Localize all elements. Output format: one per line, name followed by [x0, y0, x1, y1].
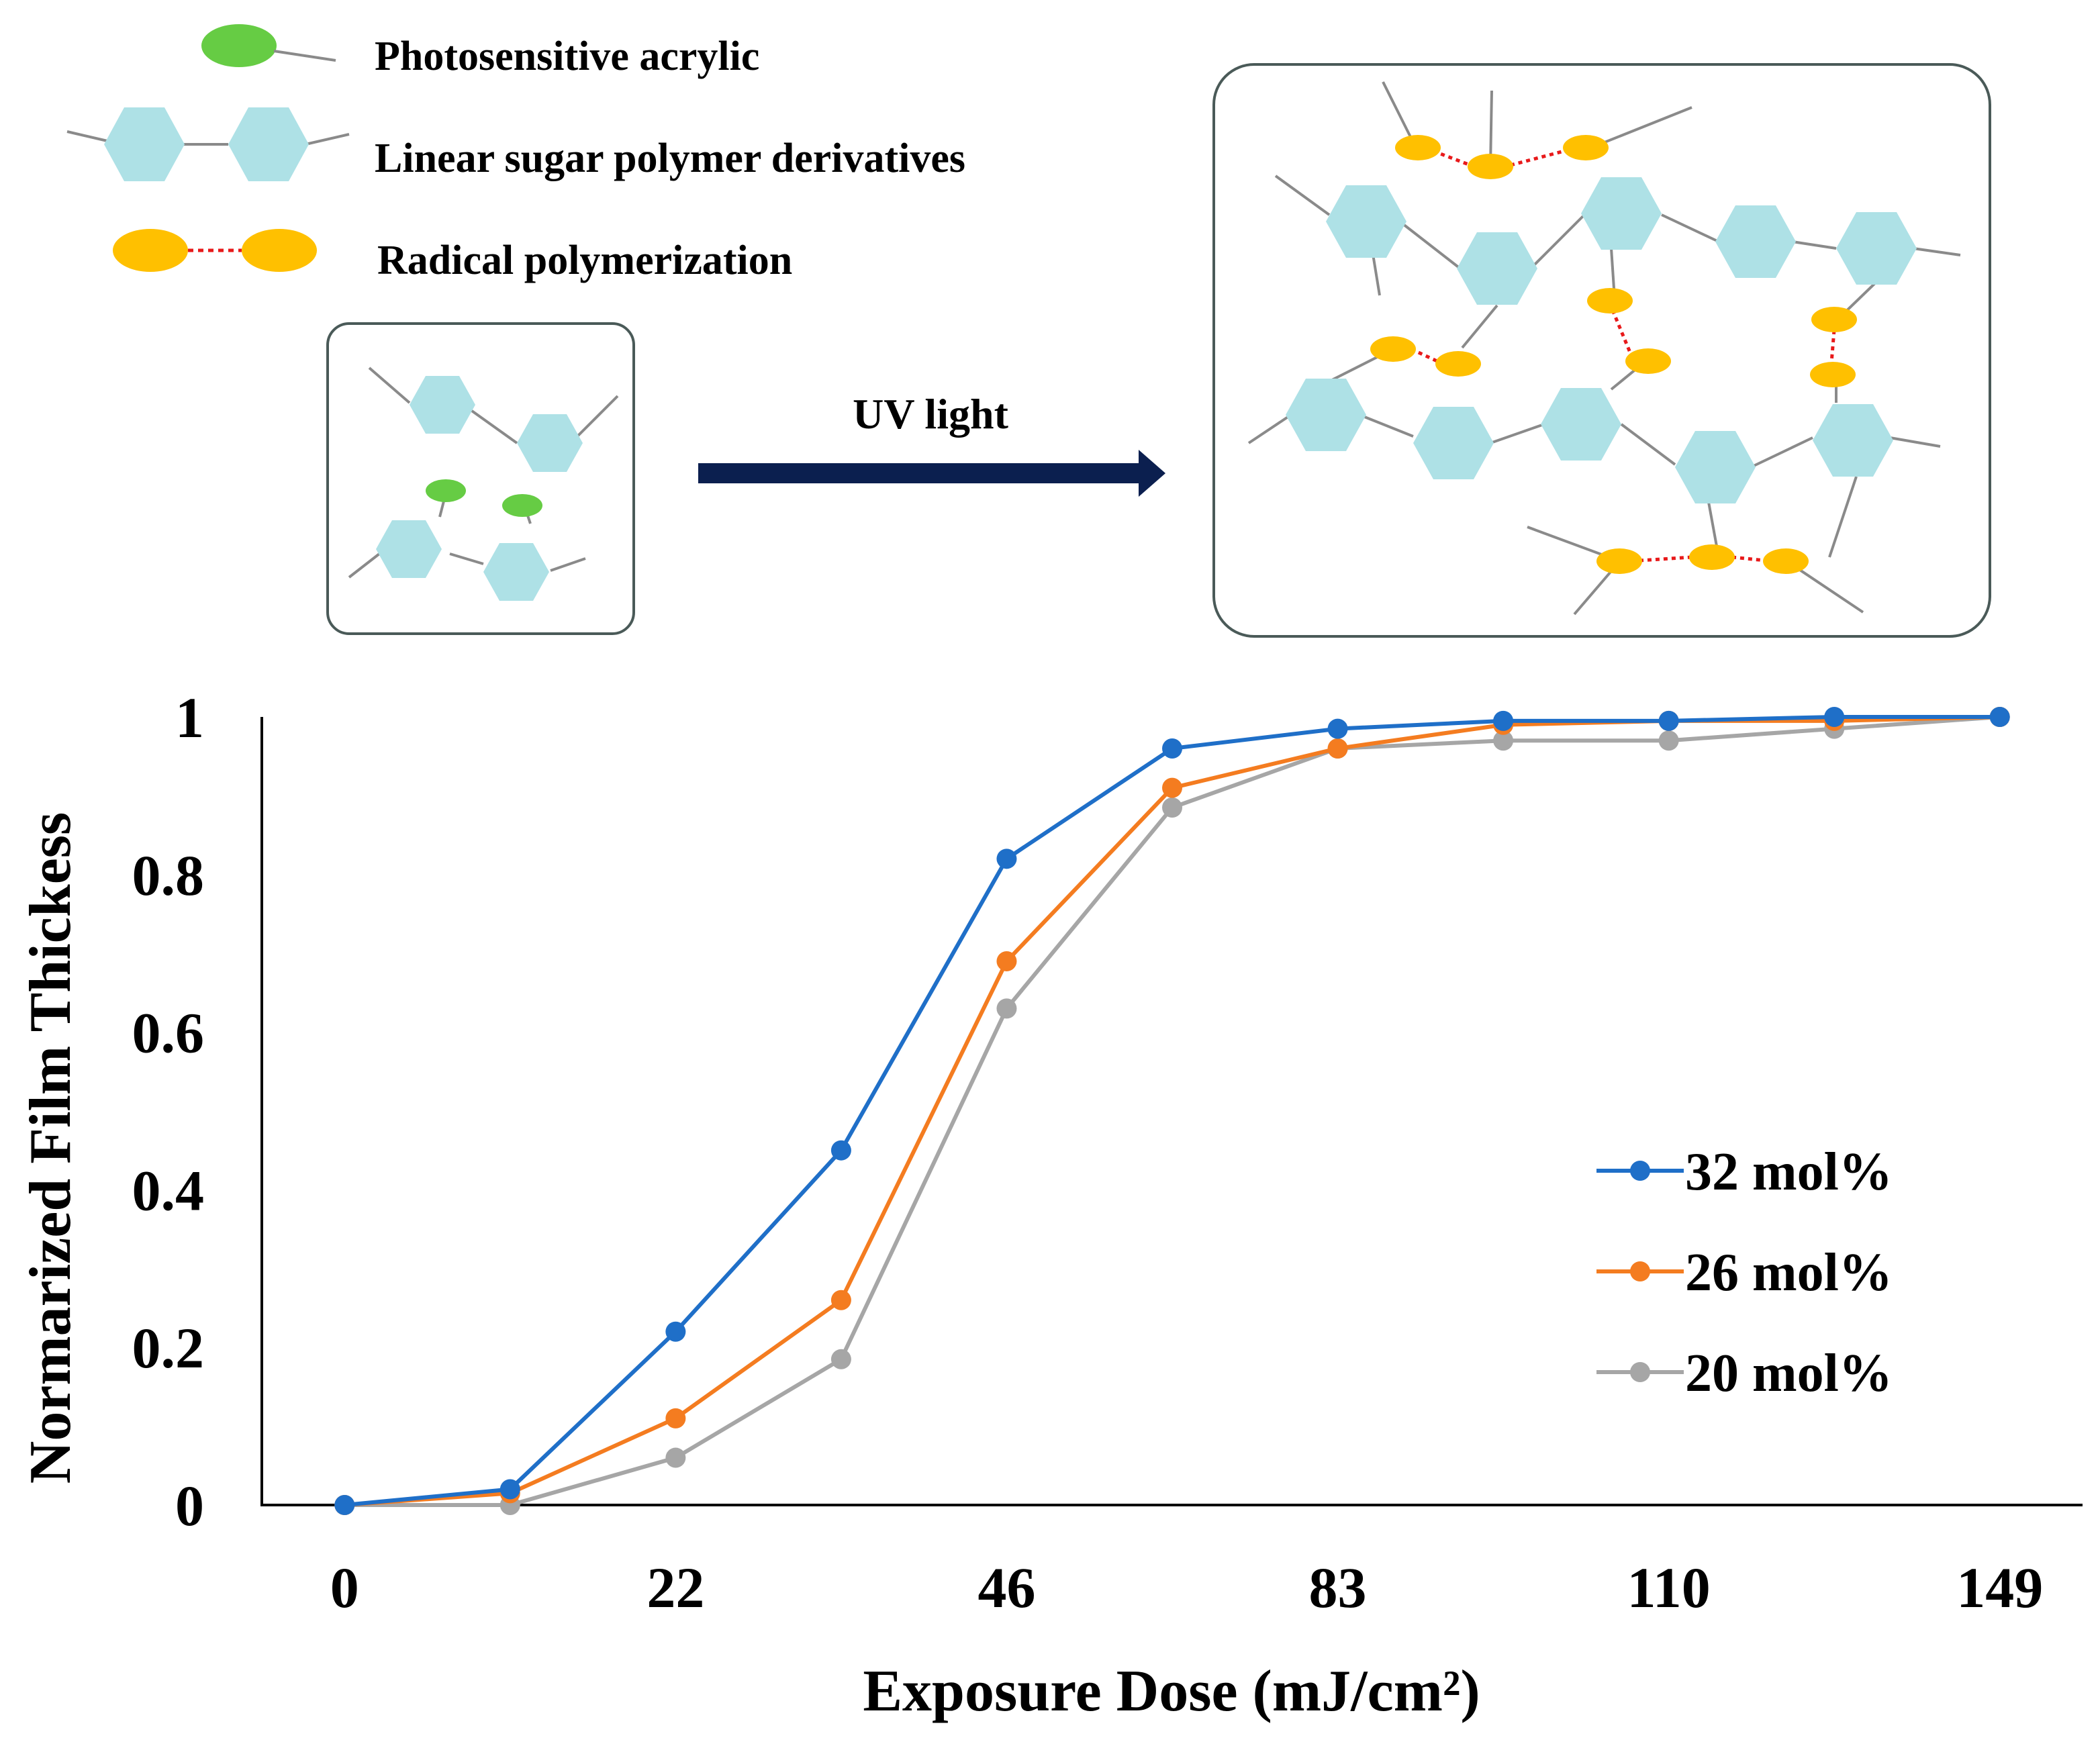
data-point	[830, 1290, 851, 1310]
data-point	[830, 1349, 851, 1369]
x-tick-label: 22	[647, 1555, 704, 1620]
legend-swatch-marker	[1630, 1261, 1650, 1281]
series-32-mol	[334, 707, 2010, 1515]
data-point	[1658, 710, 1679, 731]
legend-entry: 32 mol%	[1596, 1143, 1893, 1202]
data-point	[996, 998, 1017, 1019]
data-point	[1327, 738, 1348, 759]
y-tick-labels: 0 0.2 0.4 0.6 0.8 1	[132, 685, 205, 1538]
data-point	[1493, 710, 1514, 731]
data-point	[996, 951, 1017, 971]
x-tick-label: 110	[1627, 1555, 1711, 1620]
legend-label: 26 mol%	[1685, 1243, 1893, 1302]
crosslinked-network-box	[1212, 63, 1991, 638]
y-tick-label: 0.6	[132, 1001, 205, 1065]
series-layer	[334, 707, 2010, 1515]
y-tick-label: 0	[175, 1473, 204, 1538]
legend-label: 32 mol%	[1685, 1143, 1893, 1202]
y-tick-label: 0.2	[132, 1316, 205, 1380]
y-tick-label: 0.8	[132, 843, 205, 908]
photosensitive-acrylic-icon	[201, 24, 336, 67]
legend-entry: 26 mol%	[1596, 1243, 1893, 1302]
legend-label-radical: Radical polymerization	[377, 238, 792, 283]
x-tick-label: 149	[1956, 1555, 2043, 1620]
uv-arrow: UV light	[698, 390, 1165, 497]
data-point	[1493, 730, 1514, 751]
diagram-legend: Photosensitive acrylic Linear sugar poly…	[66, 24, 965, 283]
data-point	[996, 849, 1017, 869]
data-point	[1658, 730, 1679, 751]
data-point	[1989, 707, 2010, 727]
data-point	[830, 1140, 851, 1161]
chart: 0 0.2 0.4 0.6 0.8 1 0 22 46 83 110 149 E…	[18, 685, 2083, 1724]
y-axis-title: Normarized Film Thickess	[18, 812, 83, 1484]
x-tick-label: 46	[977, 1555, 1035, 1620]
data-point	[1327, 718, 1348, 739]
y-tick-label: 1	[175, 685, 204, 750]
series-legend: 32 mol% 26 mol% 20 mol%	[1596, 1143, 1893, 1403]
data-point	[1162, 738, 1182, 759]
data-point	[1162, 797, 1182, 818]
x-tick-labels: 0 22 46 83 110 149	[330, 1555, 2043, 1620]
y-tick-label: 0.4	[132, 1158, 205, 1222]
x-tick-label: 0	[330, 1555, 359, 1620]
legend-entry: 20 mol%	[1596, 1344, 1893, 1403]
sugar-polymer-icon	[66, 107, 350, 181]
uv-light-label: UV light	[853, 390, 1008, 438]
radical-polymerization-icon	[113, 229, 317, 272]
data-point	[665, 1408, 686, 1428]
data-point	[334, 1495, 355, 1515]
data-point	[665, 1447, 686, 1468]
x-tick-label: 83	[1309, 1555, 1367, 1620]
legend-label-acrylic: Photosensitive acrylic	[375, 34, 759, 79]
data-point	[1824, 707, 1845, 727]
legend-label-sugar-polymer: Linear sugar polymer derivatives	[375, 136, 965, 181]
x-axis-title: Exposure Dose (mJ/cm²)	[863, 1659, 1480, 1724]
data-point	[665, 1321, 686, 1342]
legend-label: 20 mol%	[1685, 1344, 1893, 1403]
before-network-box	[326, 322, 635, 635]
data-point	[1162, 777, 1182, 798]
legend-swatch-marker	[1630, 1362, 1650, 1382]
data-point	[499, 1479, 520, 1500]
legend-swatch-marker	[1630, 1161, 1650, 1181]
